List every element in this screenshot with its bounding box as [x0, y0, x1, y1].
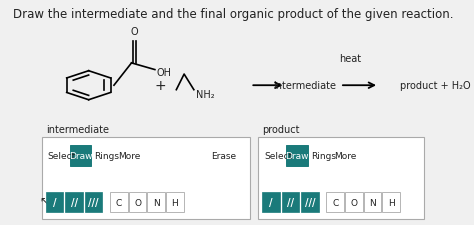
Text: product: product	[262, 125, 300, 135]
Text: O: O	[134, 198, 141, 207]
Text: /: /	[269, 198, 273, 207]
Text: Erase: Erase	[211, 151, 237, 160]
FancyBboxPatch shape	[258, 137, 424, 219]
Text: Draw the intermediate and the final organic product of the given reaction.: Draw the intermediate and the final orga…	[13, 8, 453, 21]
Text: ↖: ↖	[40, 196, 49, 206]
FancyBboxPatch shape	[85, 193, 102, 212]
Text: ///: ///	[88, 198, 99, 207]
FancyBboxPatch shape	[364, 193, 381, 212]
FancyBboxPatch shape	[70, 146, 91, 166]
FancyBboxPatch shape	[345, 193, 363, 212]
Text: //: //	[287, 198, 294, 207]
Text: O: O	[130, 27, 138, 37]
FancyBboxPatch shape	[129, 193, 146, 212]
Text: N: N	[153, 198, 160, 207]
Text: C: C	[332, 198, 338, 207]
FancyBboxPatch shape	[46, 193, 64, 212]
FancyBboxPatch shape	[110, 193, 128, 212]
FancyBboxPatch shape	[42, 137, 250, 219]
Text: More: More	[334, 151, 356, 160]
Text: product + H₂O: product + H₂O	[401, 81, 471, 91]
Text: H: H	[388, 198, 395, 207]
Text: More: More	[118, 151, 140, 160]
FancyBboxPatch shape	[166, 193, 184, 212]
Text: intermediate: intermediate	[46, 125, 109, 135]
FancyBboxPatch shape	[282, 193, 299, 212]
Text: H: H	[172, 198, 178, 207]
Text: Draw: Draw	[69, 151, 92, 160]
FancyBboxPatch shape	[301, 193, 319, 212]
Text: +: +	[155, 79, 166, 93]
FancyBboxPatch shape	[286, 146, 308, 166]
FancyBboxPatch shape	[383, 193, 400, 212]
Text: NH₂: NH₂	[196, 90, 214, 100]
Text: O: O	[350, 198, 357, 207]
FancyBboxPatch shape	[65, 193, 83, 212]
Text: Select: Select	[48, 151, 76, 160]
Text: ///: ///	[305, 198, 315, 207]
Text: C: C	[116, 198, 122, 207]
Text: intermediate: intermediate	[273, 81, 337, 91]
Text: N: N	[369, 198, 376, 207]
Text: Select: Select	[264, 151, 292, 160]
FancyBboxPatch shape	[147, 193, 165, 212]
Text: Rings: Rings	[311, 151, 336, 160]
FancyBboxPatch shape	[327, 193, 344, 212]
Text: heat: heat	[339, 54, 361, 64]
Text: /: /	[53, 198, 56, 207]
Text: OH: OH	[157, 68, 172, 77]
FancyBboxPatch shape	[262, 193, 280, 212]
Text: Draw: Draw	[285, 151, 309, 160]
Text: //: //	[71, 198, 78, 207]
Text: Rings: Rings	[94, 151, 119, 160]
